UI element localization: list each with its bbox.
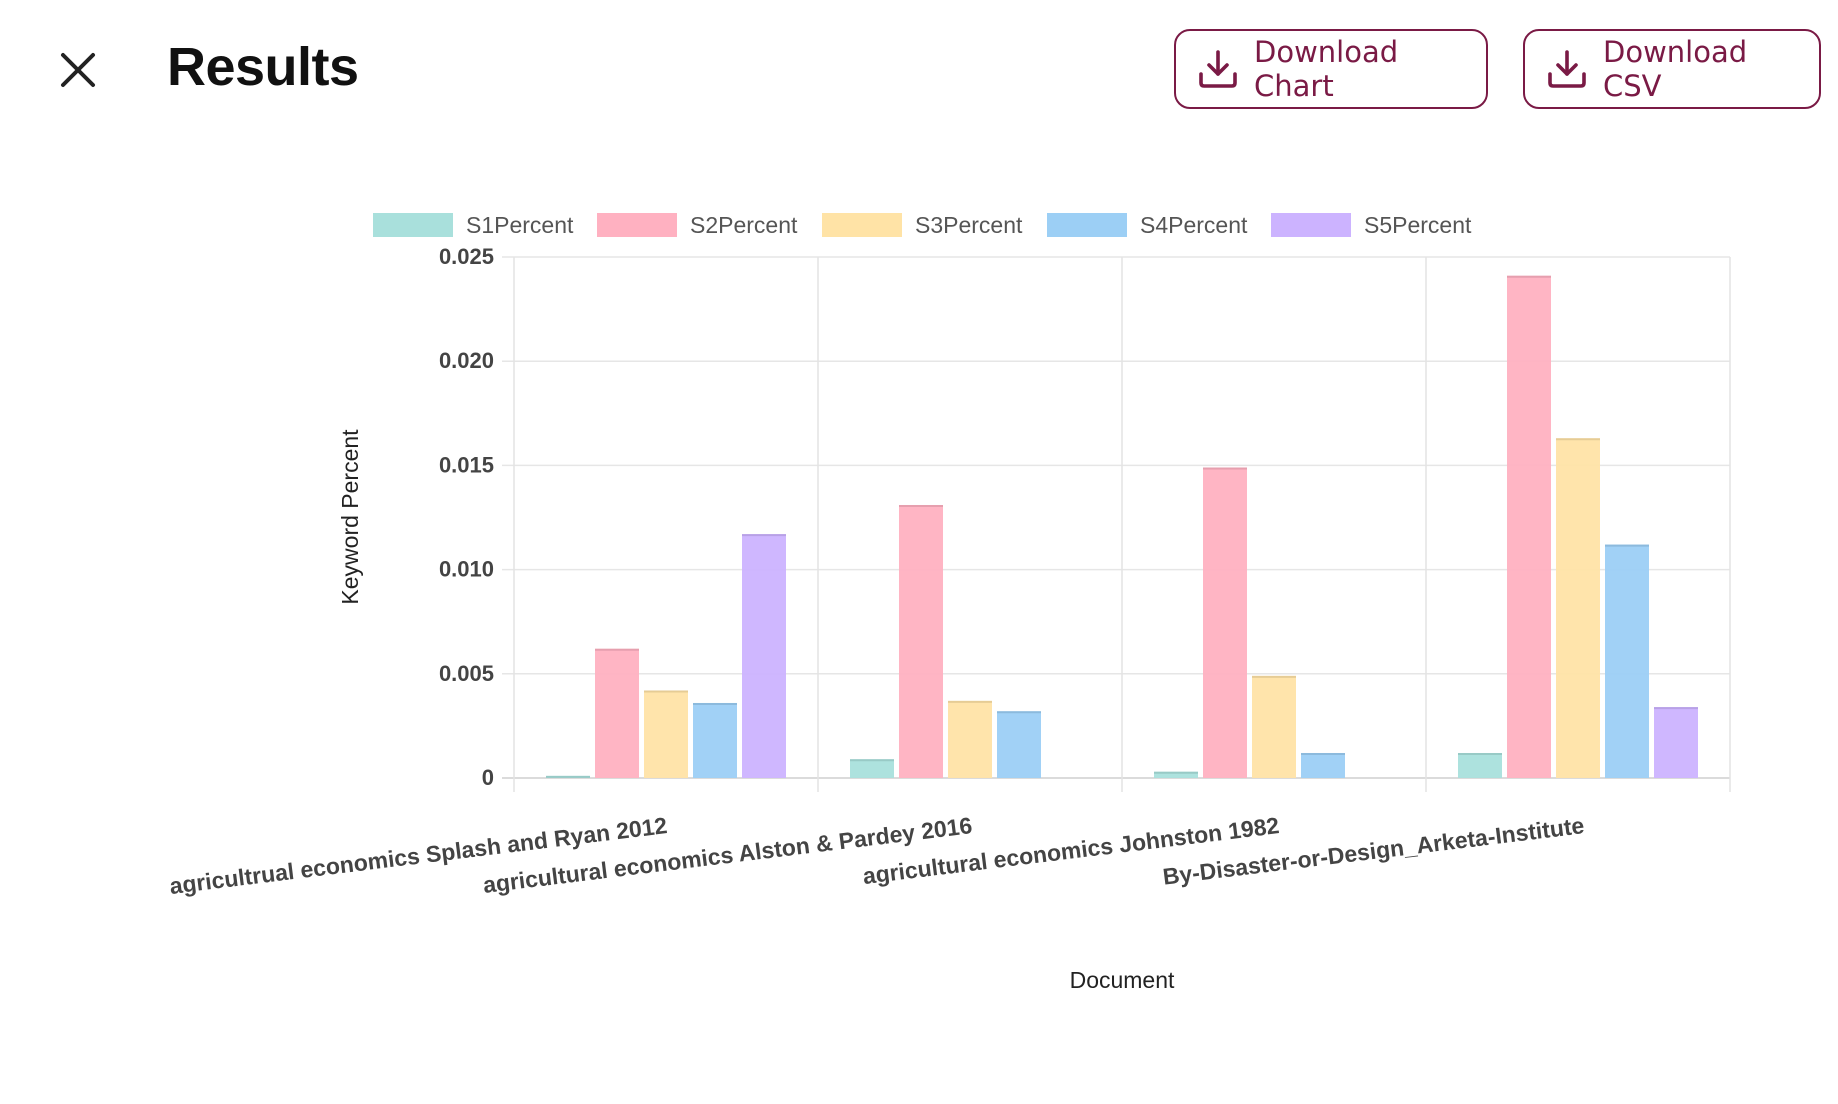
bar-S3Percent-0 [644,690,688,778]
y-tick-label: 0.015 [439,452,494,477]
bar-S5Percent-0 [742,534,786,778]
legend-swatch [1271,213,1351,237]
legend-label: S2Percent [690,212,798,238]
legend-item-S1Percent: S1Percent [373,212,574,238]
legend-swatch [597,213,677,237]
legend-swatch [373,213,453,237]
legend-label: S5Percent [1364,212,1472,238]
y-tick-label: 0.010 [439,557,494,582]
legend-item-S5Percent: S5Percent [1271,212,1472,238]
bar-S1Percent-2 [1154,771,1198,778]
bar-S2Percent-3 [1507,275,1551,778]
download-chart-label: Download Chart [1254,35,1399,103]
legend-swatch [822,213,902,237]
legend-item-S2Percent: S2Percent [597,212,798,238]
download-icon [1199,50,1237,88]
y-tick-label: 0.025 [439,244,494,269]
x-axis-title: Document [1070,967,1175,993]
bar-S3Percent-1 [948,700,992,778]
bar-S3Percent-3 [1556,438,1600,778]
download-icon [1548,50,1586,88]
bar-S5Percent-3 [1654,707,1698,778]
bar-S3Percent-2 [1252,675,1296,778]
bar-S2Percent-0 [595,648,639,778]
download-chart-button[interactable]: Download Chart [1174,29,1488,109]
legend-item-S3Percent: S3Percent [822,212,1023,238]
y-tick-label: 0.005 [439,661,494,686]
bar-S4Percent-3 [1605,544,1649,778]
legend-label: S3Percent [915,212,1023,238]
y-tick-label: 0 [482,765,494,790]
bar-S1Percent-1 [850,759,894,778]
legend-item-S4Percent: S4Percent [1047,212,1248,238]
y-axis-title: Keyword Percent [337,429,363,605]
bar-S1Percent-3 [1458,752,1502,778]
bar-S4Percent-0 [693,702,737,778]
bar-S4Percent-1 [997,711,1041,778]
bar-S4Percent-2 [1301,752,1345,778]
bar-S2Percent-2 [1203,467,1247,778]
download-csv-label: Download CSV [1603,35,1748,103]
y-tick-label: 0.020 [439,348,494,373]
bar-S2Percent-1 [899,504,943,778]
page-title: Results [167,37,359,97]
legend-label: S1Percent [466,212,574,238]
bar-chart: 0 0.005 0.010 0.015 0.020 0.025 agricultrual e… [168,212,1731,993]
legend-label: S4Percent [1140,212,1248,238]
close-icon [61,53,95,87]
download-csv-button[interactable]: Download CSV [1523,29,1821,109]
close-button[interactable] [56,48,100,92]
x-tick-label: agricultrual economics Splash and Ryan 2… [168,812,669,899]
legend-swatch [1047,213,1127,237]
